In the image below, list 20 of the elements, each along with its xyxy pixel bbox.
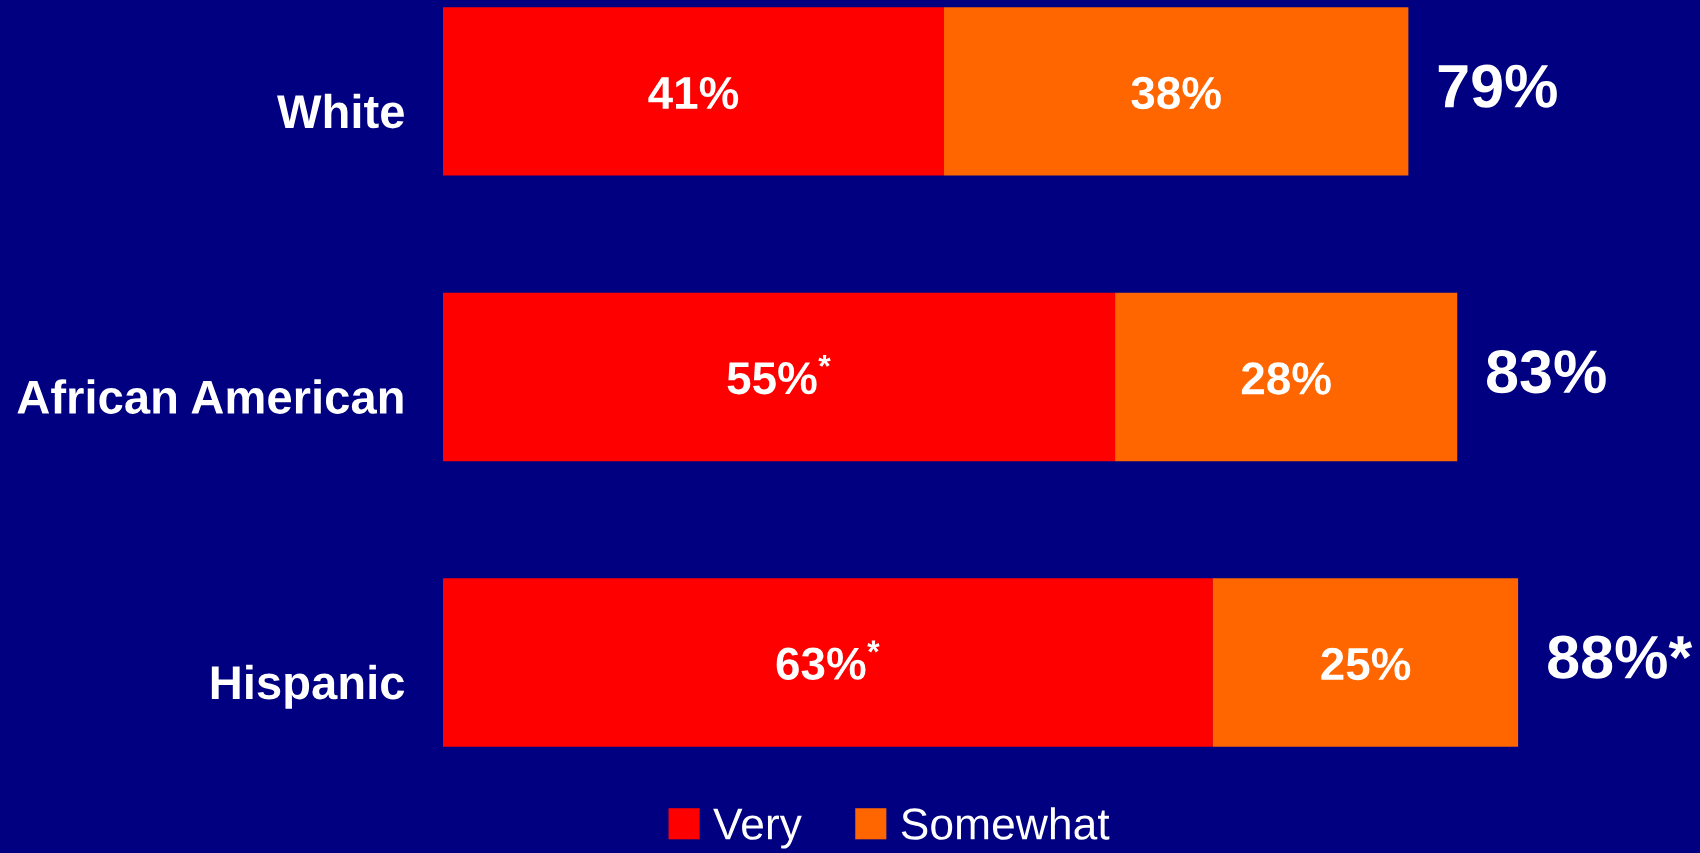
total-label: 88%* (1548, 635, 1693, 679)
bar (443, 578, 1213, 747)
bar (944, 7, 1409, 176)
legend-label: Somewhat (901, 807, 1110, 840)
data-label: 38% (1131, 76, 1221, 110)
y-tick-label: White (277, 93, 404, 129)
data-label: 25% (1321, 647, 1411, 681)
data-label: 41% (648, 76, 739, 110)
total-label: 83% (1486, 350, 1606, 394)
bar (443, 7, 945, 176)
bar (1115, 292, 1458, 462)
y-tick-label: Hispanic (211, 664, 405, 709)
legend-label: Very (713, 808, 802, 849)
bar (443, 292, 1116, 462)
data-label: 63%$^{*}$ (776, 640, 880, 680)
total-label: 79% (1438, 64, 1557, 108)
data-label: 28% (1241, 362, 1331, 395)
bar (1212, 578, 1519, 747)
y-tick-label: African American (17, 379, 403, 414)
data-label: 55%$^{*}$ (727, 354, 831, 395)
